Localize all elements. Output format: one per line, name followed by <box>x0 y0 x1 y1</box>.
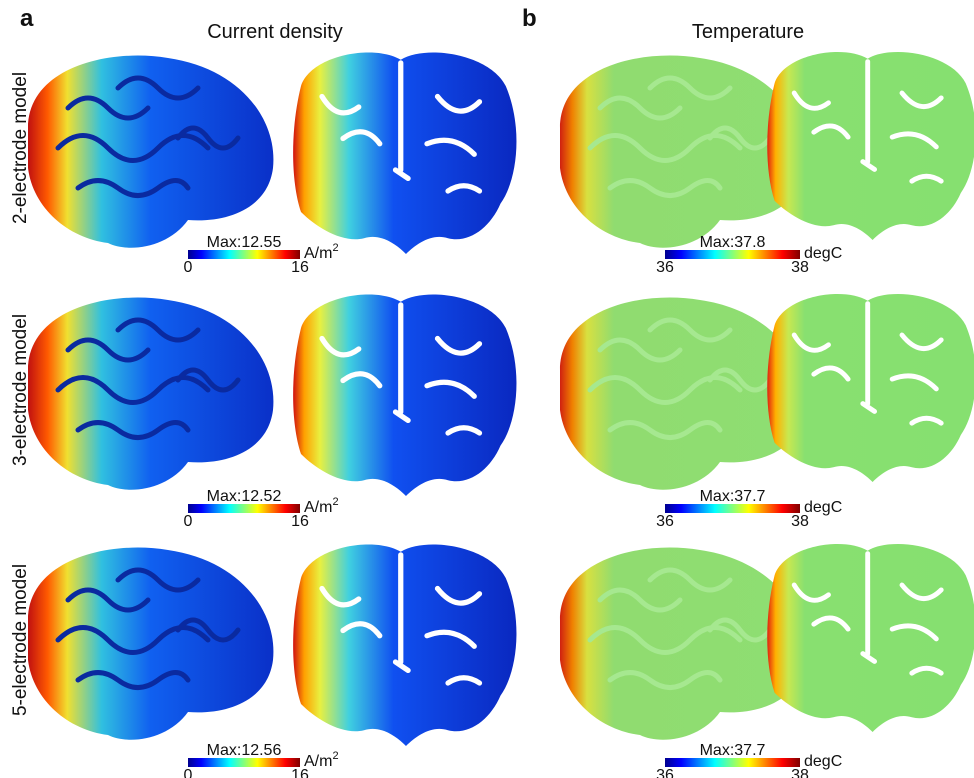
panel-letter: b <box>522 5 537 32</box>
colorbar-unit: degC <box>804 499 842 516</box>
colorbar <box>188 758 300 767</box>
unit-base: A/m <box>304 245 332 262</box>
brain-map <box>293 295 516 496</box>
unit-base: A/m <box>304 753 332 770</box>
brain-map <box>28 298 273 490</box>
colorbar-unit: degC <box>804 753 842 770</box>
panel-title: Temperature <box>692 21 804 43</box>
panel-title: Current density <box>207 21 343 43</box>
colorbar <box>665 758 800 767</box>
row-label: 5-electrode model <box>10 564 31 716</box>
brain-shape <box>293 545 516 746</box>
colorbar-low: 0 <box>184 513 193 530</box>
brain-shape <box>767 294 974 482</box>
colorbar-unit: A/m2 <box>304 750 339 770</box>
brain-map <box>767 52 974 240</box>
brain-shape <box>767 544 974 732</box>
colorbar-max: Max:12.52 <box>207 488 282 505</box>
unit-sup: 2 <box>332 496 338 508</box>
panel-letter: a <box>20 5 34 32</box>
brain-shape <box>767 52 974 240</box>
colorbar-low: 36 <box>656 259 674 276</box>
unit-sup: 2 <box>332 242 338 254</box>
colorbar-max: Max:37.7 <box>700 488 766 505</box>
brain-map <box>28 548 273 740</box>
unit-base: A/m <box>304 499 332 516</box>
unit-sup: 2 <box>332 750 338 762</box>
colorbar-low: 36 <box>656 513 674 530</box>
brain-shape <box>293 295 516 496</box>
colorbar-unit: A/m2 <box>304 496 339 516</box>
colorbar <box>188 504 300 513</box>
brain-map <box>293 545 516 746</box>
brain-map <box>28 56 273 248</box>
colorbar-max: Max:37.7 <box>700 742 766 759</box>
row-label: 3-electrode model <box>10 314 31 466</box>
colorbar-max: Max:12.56 <box>207 742 282 759</box>
brain-map <box>767 544 974 732</box>
colorbar-unit: degC <box>804 245 842 262</box>
colorbar-low: 0 <box>184 767 193 778</box>
row-label: 2-electrode model <box>10 72 31 224</box>
colorbar-max: Max:12.55 <box>207 234 282 251</box>
colorbar-low: 36 <box>656 767 674 778</box>
colorbar <box>665 250 800 259</box>
colorbar <box>188 250 300 259</box>
colorbar <box>665 504 800 513</box>
brain-map <box>767 294 974 482</box>
figure: a Current density b Temperature 2-electr… <box>0 0 974 778</box>
colorbar-low: 0 <box>184 259 193 276</box>
colorbar-max: Max:37.8 <box>700 234 766 251</box>
brain-map <box>293 53 516 254</box>
colorbar-unit: A/m2 <box>304 242 339 262</box>
brain-shape <box>293 53 516 254</box>
